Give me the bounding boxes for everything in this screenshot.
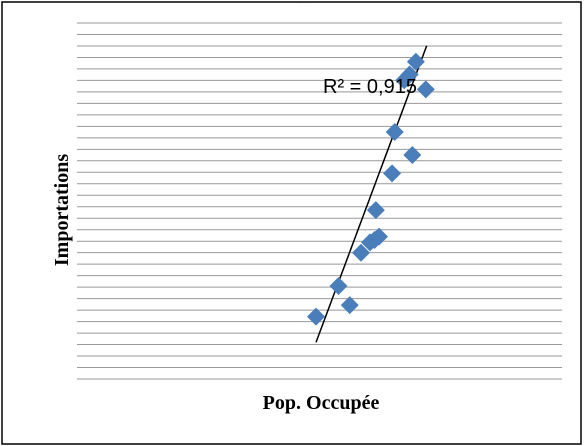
r-squared-label: R² = 0,915 [323, 76, 417, 98]
data-point [383, 164, 402, 183]
data-point [352, 243, 370, 262]
data-point [307, 307, 325, 326]
data-point [329, 277, 348, 296]
data-point [340, 296, 359, 315]
data-points [307, 52, 435, 326]
data-point [416, 80, 435, 99]
data-point [403, 145, 422, 164]
gridlines [77, 22, 562, 380]
trendline [315, 45, 428, 343]
y-axis-title: Importations [51, 154, 73, 266]
data-point [370, 227, 388, 246]
x-axis-title: Pop. Occupée [263, 392, 380, 414]
data-point [385, 122, 404, 141]
data-point [406, 52, 425, 71]
data-point [366, 201, 385, 220]
chart-title-fragment: ( ) [294, 0, 312, 1]
data-point [400, 65, 419, 84]
